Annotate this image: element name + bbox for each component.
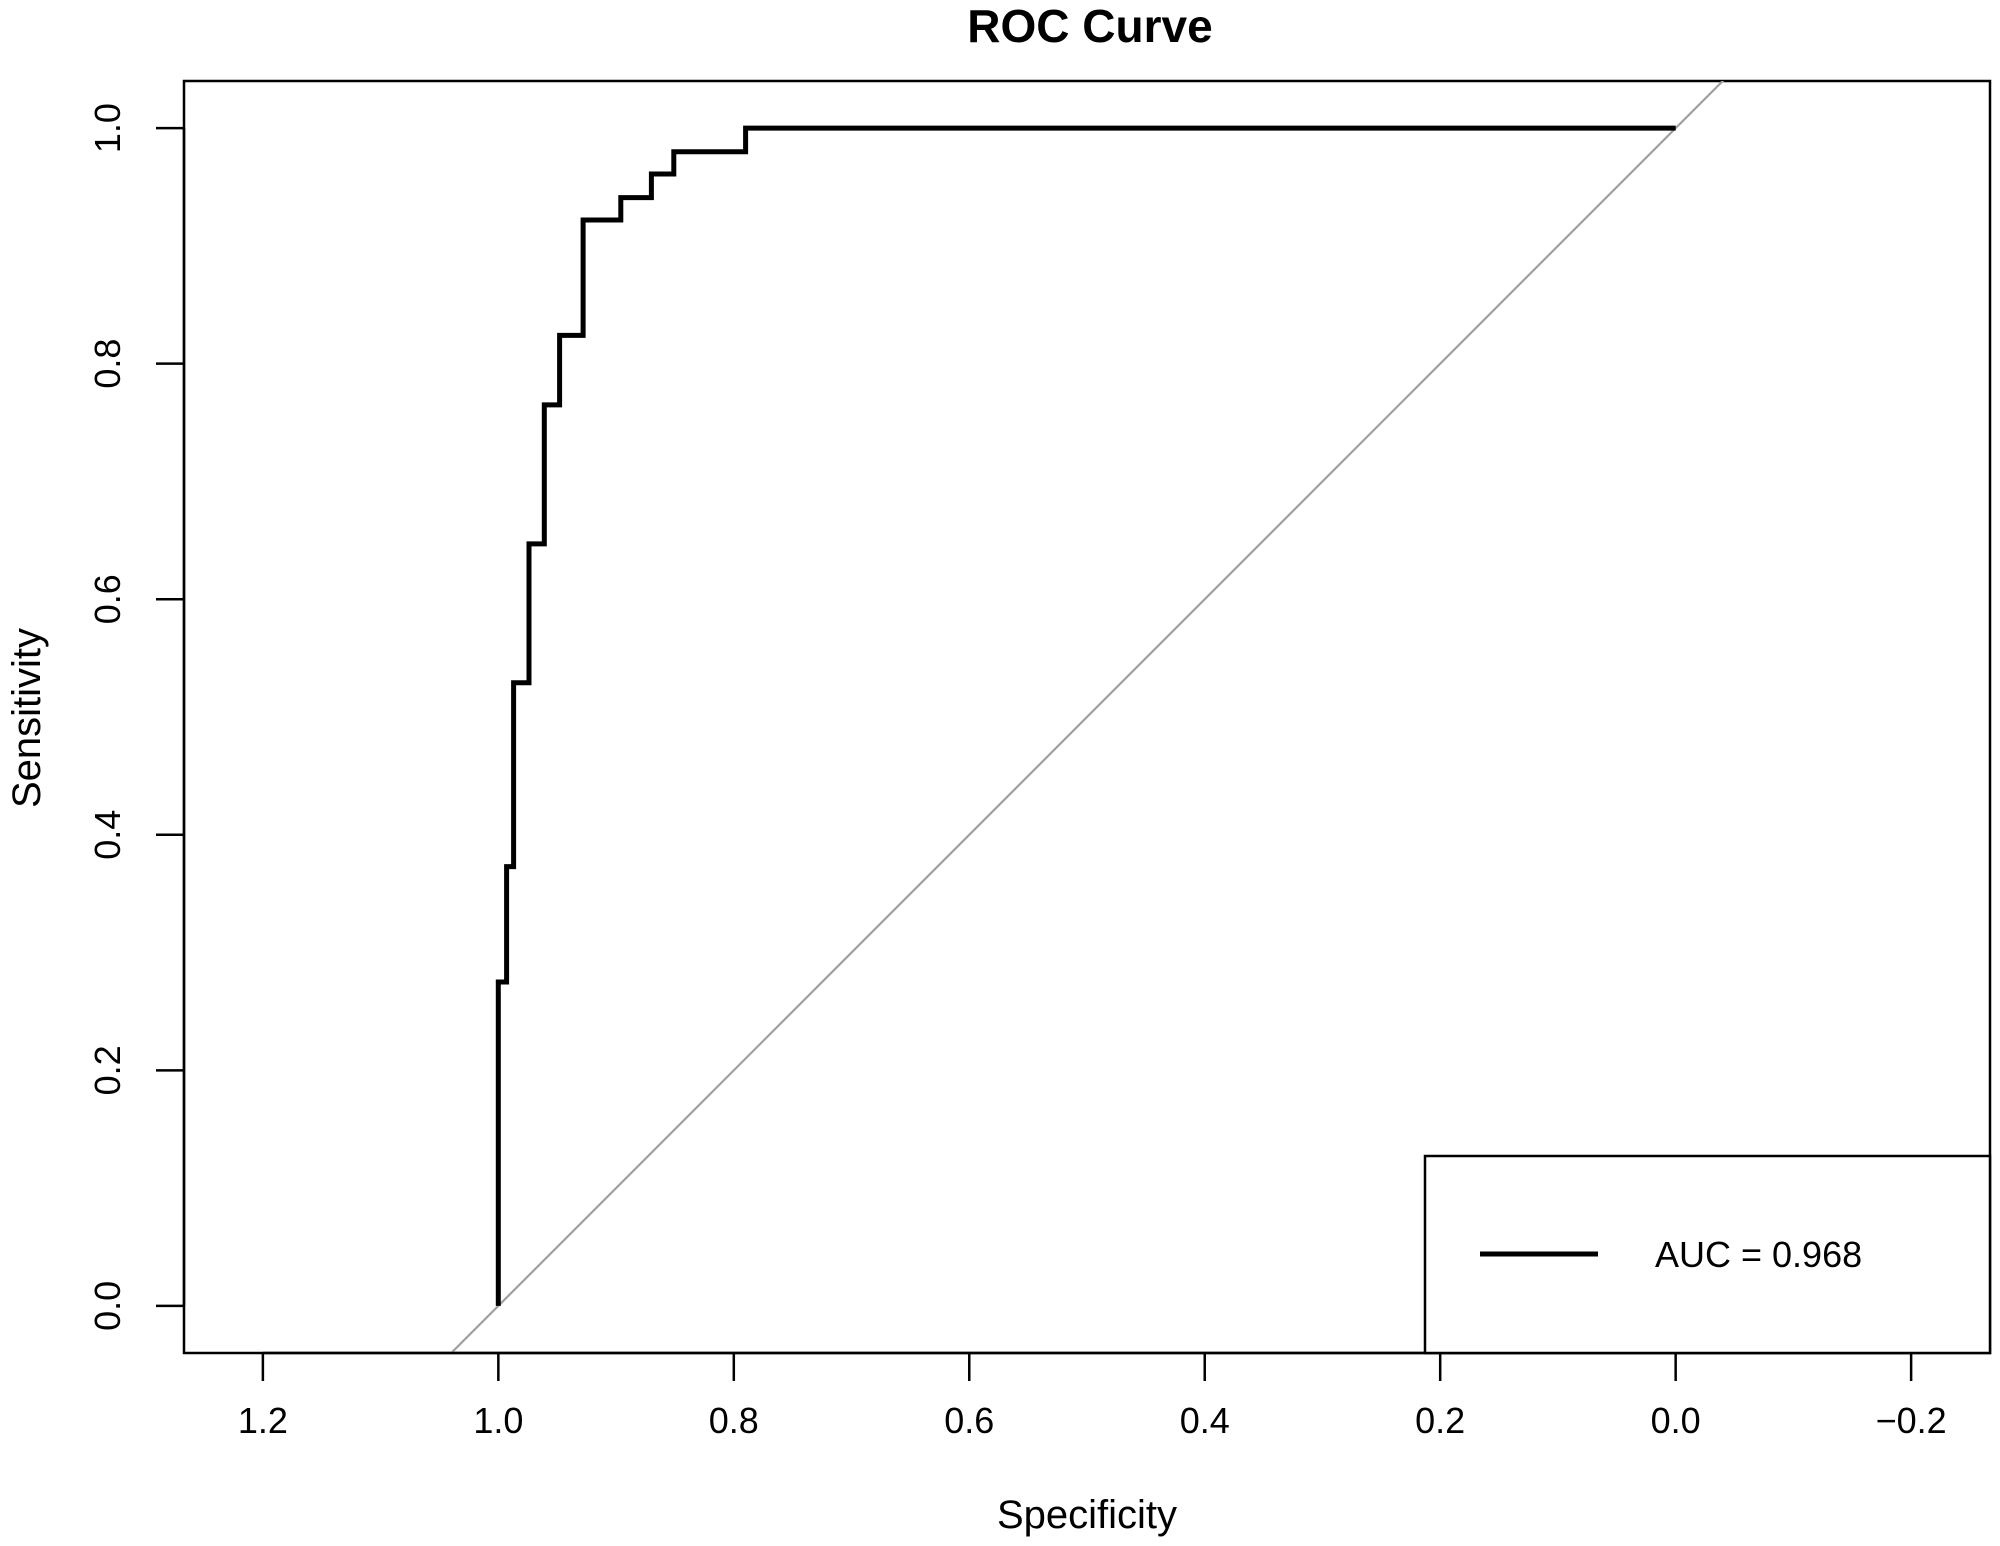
y-tick-label: 0.2	[87, 1045, 128, 1095]
x-tick-label: −0.2	[1876, 1400, 1947, 1441]
y-tick-label: 0.4	[87, 810, 128, 860]
curve-layer	[495, 125, 1676, 1306]
chart-title: ROC Curve	[967, 0, 1212, 52]
x-tick-label: 0.6	[944, 1400, 994, 1441]
y-tick-label: 0.0	[87, 1281, 128, 1331]
x-tick-label: 1.0	[473, 1400, 523, 1441]
x-tick-label: 1.2	[238, 1400, 288, 1441]
y-tick-label: 1.0	[87, 103, 128, 153]
x-axis-label: Specificity	[997, 1493, 1177, 1537]
y-axis-label: Sensitivity	[5, 628, 49, 808]
y-tick-label: 0.8	[87, 339, 128, 389]
x-tick-label: 0.2	[1415, 1400, 1465, 1441]
roc-curve-line-0	[495, 125, 1676, 1306]
x-tick-label: 0.0	[1651, 1400, 1701, 1441]
y-axis: 0.0 0.2 0.4 0.6 0.8 1.0	[87, 103, 186, 1331]
x-axis: 1.2 1.0 0.8 0.6 0.4 0.2 0.0 −0.2	[238, 1351, 1947, 1441]
x-tick-label: 0.4	[1180, 1400, 1230, 1441]
x-tick-label: 0.8	[709, 1400, 759, 1441]
legend-entry-label: AUC = 0.968	[1655, 1234, 1862, 1275]
legend: AUC = 0.968	[1423, 1154, 1992, 1355]
reference-layer	[449, 81, 1725, 1353]
y-tick-label: 0.6	[87, 574, 128, 624]
reference-diagonal-line	[449, 81, 1725, 1353]
